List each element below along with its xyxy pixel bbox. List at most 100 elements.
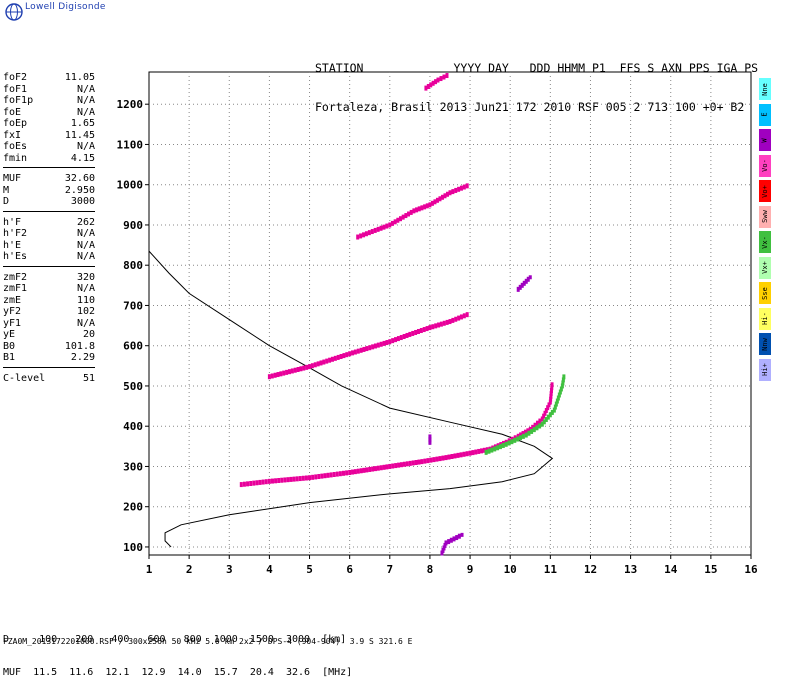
x-tick-label: 12 bbox=[584, 563, 597, 576]
echo-point bbox=[405, 332, 409, 338]
param-row: yF2 102 bbox=[3, 306, 95, 318]
echo-point bbox=[285, 369, 289, 375]
param-separator bbox=[3, 210, 95, 217]
echo-point bbox=[555, 398, 559, 404]
echo-point bbox=[538, 418, 542, 424]
echo-point bbox=[385, 223, 389, 229]
x-tick-label: 11 bbox=[544, 563, 558, 576]
echo-point bbox=[330, 356, 334, 362]
echo-point bbox=[283, 477, 287, 483]
x-tick-label: 1 bbox=[146, 563, 153, 576]
y-tick-label: 600 bbox=[123, 340, 143, 353]
param-value: 4.15 bbox=[70, 152, 95, 164]
echo-point bbox=[416, 328, 420, 334]
echo-point bbox=[429, 82, 433, 88]
echo-point bbox=[468, 450, 472, 456]
brand-name: Lowell Digisonde bbox=[25, 2, 106, 12]
legend-label: Sse bbox=[760, 286, 769, 300]
legend-label: Nne bbox=[760, 82, 769, 96]
echo-point bbox=[428, 325, 432, 331]
echo-point bbox=[454, 316, 458, 322]
echo-point bbox=[316, 361, 320, 367]
echo-point bbox=[320, 473, 324, 479]
echo-point bbox=[482, 447, 486, 453]
echo-point bbox=[431, 80, 435, 86]
y-tick-label: 1100 bbox=[117, 138, 144, 151]
echo-point bbox=[544, 408, 548, 414]
legend-label: Vx+ bbox=[760, 261, 769, 274]
echo-point bbox=[542, 413, 546, 419]
legend-label: Vo- bbox=[760, 159, 769, 172]
echo-point bbox=[552, 407, 556, 413]
param-name: h'Es bbox=[3, 251, 28, 262]
y-tick-label: 300 bbox=[123, 460, 143, 473]
echo-point bbox=[438, 456, 442, 462]
echo-point bbox=[444, 455, 448, 461]
echo-point bbox=[553, 404, 557, 410]
param-value: 20 bbox=[82, 329, 95, 340]
echo-point bbox=[442, 74, 446, 80]
echo-point bbox=[480, 448, 484, 454]
echo-point bbox=[379, 225, 383, 231]
echo-point bbox=[457, 533, 461, 539]
echo-point bbox=[368, 466, 372, 472]
param-row: fxI 11.45 bbox=[3, 130, 95, 142]
echo-point bbox=[322, 359, 326, 365]
echo-point bbox=[356, 348, 360, 354]
echo-point bbox=[282, 370, 286, 376]
echo-point bbox=[382, 224, 386, 230]
echo-point bbox=[414, 329, 418, 335]
echo-point bbox=[362, 467, 366, 473]
echo-point bbox=[411, 330, 415, 336]
param-value: 11.05 bbox=[64, 72, 95, 83]
echo-point bbox=[546, 414, 550, 420]
y-tick-label: 1000 bbox=[117, 179, 144, 192]
echo-point bbox=[556, 395, 560, 401]
echo-point bbox=[435, 197, 439, 203]
param-row: foF1 N/A bbox=[3, 84, 95, 96]
param-value: 3000 bbox=[70, 196, 95, 207]
echo-point bbox=[465, 183, 469, 189]
echo-point bbox=[519, 432, 523, 438]
param-row: yE 20 bbox=[3, 329, 95, 341]
echo-point bbox=[276, 372, 280, 378]
echo-point bbox=[457, 186, 461, 192]
echo-point bbox=[393, 219, 397, 225]
echo-point bbox=[274, 478, 278, 484]
echo-point bbox=[252, 480, 256, 486]
x-tick-label: 3 bbox=[226, 563, 233, 576]
param-value: 102 bbox=[76, 306, 95, 317]
echo-point bbox=[538, 423, 542, 429]
echo-point bbox=[562, 374, 566, 380]
echo-point bbox=[348, 351, 352, 357]
echo-point bbox=[548, 412, 552, 418]
echo-point bbox=[270, 373, 274, 379]
echo-point bbox=[518, 284, 522, 290]
legend-swatch: Vx+ bbox=[759, 256, 771, 279]
echo-point bbox=[402, 334, 406, 339]
echo-point bbox=[335, 471, 339, 477]
echo-point bbox=[550, 409, 554, 415]
echo-point bbox=[258, 479, 262, 485]
param-row: C-level 51 bbox=[3, 373, 95, 385]
echo-point bbox=[444, 540, 448, 546]
legend-swatch: Nne bbox=[759, 78, 771, 100]
param-row: B0 101.8 bbox=[3, 341, 95, 353]
y-tick-label: 200 bbox=[123, 501, 143, 514]
echo-point bbox=[450, 453, 454, 459]
echo-point bbox=[436, 77, 440, 83]
echo-point bbox=[332, 472, 336, 477]
echo-point bbox=[301, 475, 305, 481]
legend-swatch: Hi- bbox=[759, 307, 771, 330]
echo-point bbox=[549, 390, 553, 396]
echo-point bbox=[345, 352, 349, 358]
param-value: 2.29 bbox=[70, 352, 95, 363]
param-name: M bbox=[3, 184, 10, 196]
legend-label: Vx- bbox=[760, 235, 769, 249]
echo-point bbox=[429, 457, 433, 463]
echo-point bbox=[246, 481, 250, 487]
echo-point bbox=[323, 473, 327, 479]
echo-point bbox=[420, 205, 424, 211]
echo-point bbox=[527, 430, 531, 436]
echo-point bbox=[414, 459, 418, 465]
